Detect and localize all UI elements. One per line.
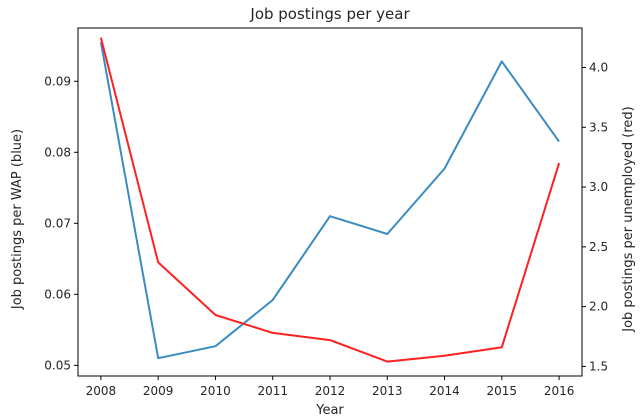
x-tick-label: 2010 — [200, 384, 231, 398]
left-y-axis-title: Job postings per WAP (blue) — [10, 129, 25, 310]
x-tick-label: 2008 — [86, 384, 117, 398]
right-y-tick-label: 4.0 — [589, 60, 608, 74]
x-axis-title: Year — [315, 403, 344, 418]
plot-area: 2008 2009 2010 2011 2012 2013 2014 2015 2016 0.05… — [44, 27, 608, 398]
plot-frame — [77, 27, 583, 377]
left-y-tick-label: 0.07 — [44, 216, 71, 230]
x-tick-label: 2009 — [143, 384, 174, 398]
x-tick-label: 2013 — [372, 384, 403, 398]
x-tick-label: 2011 — [257, 384, 288, 398]
series-line-blue — [99, 42, 560, 360]
left-y-tick-label: 0.08 — [44, 145, 71, 159]
right-y-tick-label: 1.5 — [589, 359, 608, 373]
right-y-axis-title: Job postings per unemployed (red) — [621, 106, 636, 332]
x-tick-label: 2012 — [315, 384, 346, 398]
right-y-tick-label: 2.0 — [589, 300, 608, 314]
right-y-tick-label: 2.5 — [589, 240, 608, 254]
left-y-tick-label: 0.06 — [44, 287, 71, 301]
x-tick-label: 2016 — [544, 384, 575, 398]
right-y-tick-label: 3.5 — [589, 120, 608, 134]
right-y-tick-label: 3.0 — [589, 180, 608, 194]
x-tick-label: 2015 — [487, 384, 518, 398]
chart-title: Job postings per year — [249, 5, 410, 23]
series-line-red — [99, 37, 561, 363]
x-tick-label: 2014 — [429, 384, 460, 398]
left-y-tick-label: 0.05 — [44, 358, 71, 372]
left-y-tick-label: 0.09 — [44, 74, 71, 88]
